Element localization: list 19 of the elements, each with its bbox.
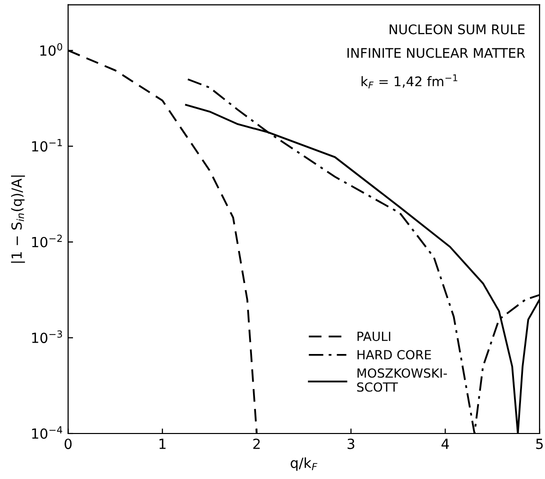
annotation: NUCLEON SUM RULE xyxy=(390,24,525,34)
legend-label: PAULI xyxy=(358,332,390,342)
x-axis-title: q/k$_{F}$ xyxy=(290,457,318,471)
x-tick-label: 2 xyxy=(253,438,260,449)
annotation: INFINITE NUCLEAR MATTER xyxy=(348,48,526,58)
annotation: k$_{F}$ = 1,42 fm$^{−1}$ xyxy=(362,74,458,88)
x-tick-label: 5 xyxy=(536,438,543,450)
y-axis-title: |1 − S$_{in}$(q)/A| xyxy=(11,176,25,263)
y-tick-label: 10$^{−3}$ xyxy=(32,330,62,344)
x-tick-label: 1 xyxy=(160,438,166,449)
legend-label: HARD CORE xyxy=(358,350,431,360)
x-tick-label: 4 xyxy=(442,438,449,449)
y-tick-label: 10$^{−4}$ xyxy=(32,426,62,439)
y-tick-label: 10$^{−2}$ xyxy=(32,234,62,248)
x-tick-label: 3 xyxy=(348,438,354,450)
y-tick-label: 10$^{−1}$ xyxy=(32,139,62,152)
legend-label: MOSZKOWSKI- SCOTT xyxy=(357,368,447,392)
x-tick-label: 0 xyxy=(64,438,72,450)
y-tick-label: 10$^{0}$ xyxy=(40,43,62,56)
